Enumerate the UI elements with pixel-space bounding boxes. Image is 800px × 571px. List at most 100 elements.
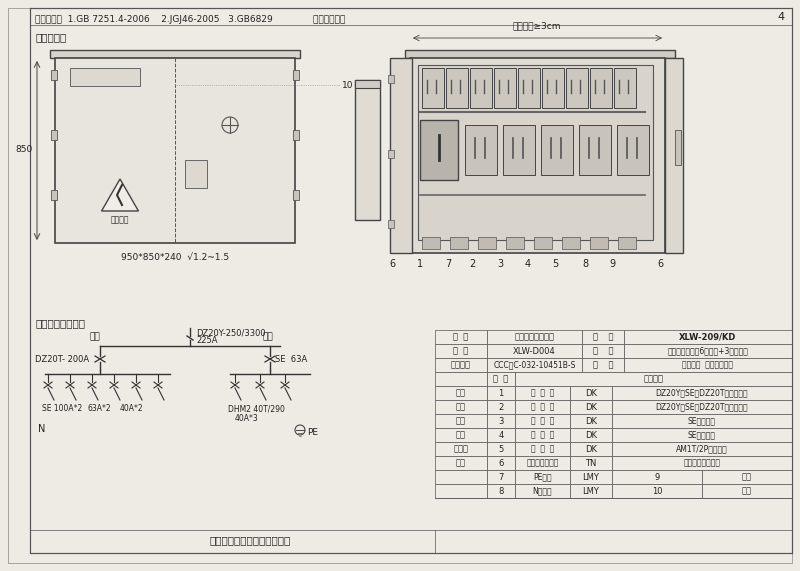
Text: N: N [38,424,46,434]
Bar [435,484,487,498]
Text: PE端子: PE端子 [533,472,552,481]
Text: XLW-209/KD: XLW-209/KD [679,332,737,341]
Text: TN: TN [586,459,597,468]
Bar [515,484,570,498]
Text: 5: 5 [552,259,558,269]
Text: 规    格: 规 格 [593,347,614,356]
Bar [487,442,515,456]
Text: 有电危险: 有电危险 [110,215,130,224]
Text: DZ20Y（SE、DZ20T）透明系列: DZ20Y（SE、DZ20T）透明系列 [656,403,748,412]
Bar [55,58,295,243]
Bar [590,68,612,108]
Text: 试验报告: 试验报告 [451,360,471,369]
Text: 图  号: 图 号 [454,347,469,356]
Text: 10: 10 [342,81,354,90]
Polygon shape [102,179,138,211]
Text: DZ20T- 200A: DZ20T- 200A [35,356,89,364]
Bar [51,190,57,200]
Bar [435,470,487,484]
Text: SE  63A: SE 63A [275,356,307,364]
Bar [420,120,458,180]
Bar [582,344,624,358]
Text: 日期: 日期 [456,459,466,468]
Bar [612,484,702,498]
Bar [582,358,624,372]
Text: 9: 9 [654,472,660,481]
Text: LMY: LMY [582,486,599,496]
Bar [422,237,440,249]
Bar [293,190,299,200]
Text: DK: DK [585,388,597,397]
Text: 40A*3: 40A*3 [235,414,258,423]
Text: 元件间距≥3cm: 元件间距≥3cm [513,21,562,30]
Text: CCC：C-032-10451B-S: CCC：C-032-10451B-S [494,360,576,369]
Bar [487,456,515,470]
Text: DK: DK [585,444,597,453]
Bar [702,484,792,498]
Bar [570,414,612,428]
Bar [665,58,683,253]
Bar [293,130,299,140]
Text: 裸铜加膨胀连接: 裸铜加膨胀连接 [526,459,558,468]
Text: 型    号: 型 号 [593,332,614,341]
Bar [624,344,792,358]
Bar [570,386,612,400]
Bar [355,80,380,88]
Bar [435,456,487,470]
Text: 7: 7 [445,259,451,269]
Bar [612,414,792,428]
Text: 4: 4 [778,12,785,22]
Bar [405,50,675,58]
Bar [435,428,487,442]
Text: 电器连接原理图：: 电器连接原理图： [35,318,85,328]
Bar [435,358,487,372]
Text: 3: 3 [498,416,504,425]
Bar [515,414,570,428]
Text: 6: 6 [389,259,395,269]
Text: 9: 9 [609,259,615,269]
Bar [487,344,582,358]
Text: 2: 2 [498,403,504,412]
Text: 断  路  器: 断 路 器 [531,431,554,440]
Text: 6: 6 [657,259,663,269]
Text: 执行标准：  1.GB 7251.4-2006    2.JGJ46-2005   3.GB6829              壳体颜色：黄: 执行标准： 1.GB 7251.4-2006 2.JGJ46-2005 3.GB… [35,15,346,24]
Bar [515,442,570,456]
Bar [515,456,570,470]
Bar [51,70,57,80]
Bar [612,386,792,400]
Text: 施工现场  三级分配配电: 施工现场 三级分配配电 [682,360,734,369]
Bar [612,470,702,484]
Bar [515,400,570,414]
Text: 8: 8 [582,259,588,269]
Text: 标准化: 标准化 [454,444,469,453]
Bar [570,484,612,498]
Text: 1: 1 [417,259,423,269]
Bar [702,470,792,484]
Text: 40A*2: 40A*2 [120,404,144,413]
Bar [50,50,300,58]
Bar [534,237,552,249]
Bar [515,372,792,386]
Bar [446,68,468,108]
Bar [570,442,612,456]
Bar [518,68,540,108]
Bar [435,414,487,428]
Bar [515,386,570,400]
Bar [617,125,649,175]
Text: 主要配件: 主要配件 [643,375,663,384]
Bar [478,237,496,249]
Bar [494,68,516,108]
Text: 850: 850 [16,146,33,155]
Text: 10: 10 [652,486,662,496]
Text: 线夹: 线夹 [742,472,752,481]
Bar [506,237,524,249]
Bar [390,58,412,253]
Text: 设计: 设计 [456,388,466,397]
Bar [675,130,681,165]
Bar [388,75,394,83]
Text: 二级分配电箱（6路动力+3路照明）: 二级分配电箱（6路动力+3路照明） [667,347,749,356]
Text: 4: 4 [525,259,531,269]
Text: N线端子: N线端子 [533,486,552,496]
Bar [618,237,636,249]
Text: 动力: 动力 [90,332,100,341]
